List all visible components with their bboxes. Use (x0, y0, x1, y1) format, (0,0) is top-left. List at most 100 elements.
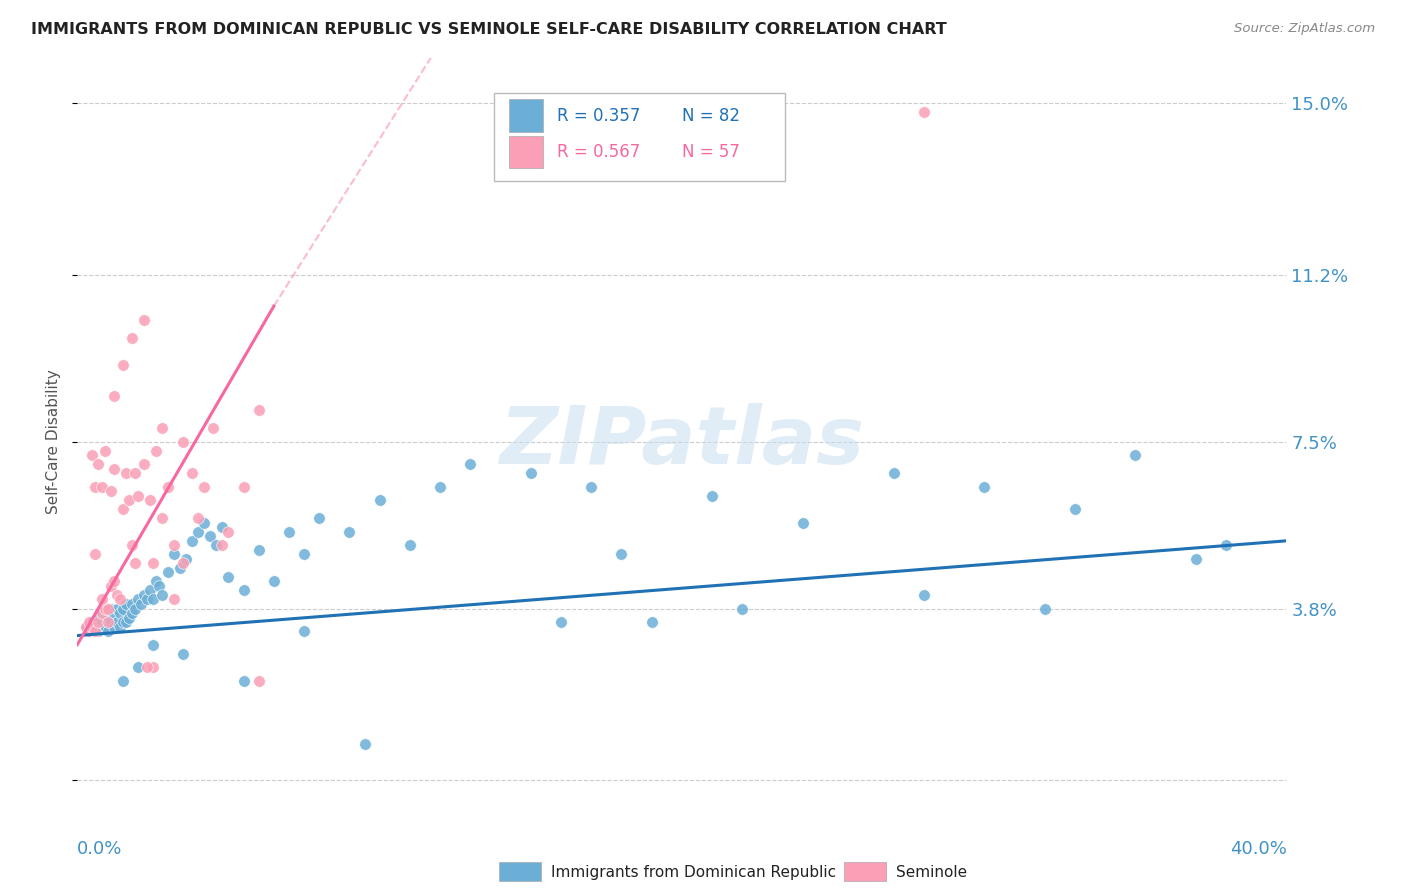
Point (157, 480, 180, 494)
Point (84, 624, 107, 638)
Point (96, 615, 118, 629)
Text: N = 57: N = 57 (682, 144, 740, 161)
Point (172, 557, 194, 571)
Bar (509, 136, 543, 169)
Point (79, 624, 101, 638)
Point (82, 615, 104, 629)
Point (96, 610, 118, 624)
Point (127, 592, 149, 607)
Point (150, 588, 173, 602)
Point (118, 610, 141, 624)
Point (145, 443, 167, 458)
Point (135, 592, 157, 607)
Point (108, 606, 131, 620)
Point (247, 403, 270, 417)
Point (124, 601, 146, 615)
Point (121, 606, 143, 620)
Point (100, 579, 122, 593)
Point (87, 615, 110, 629)
Point (193, 516, 215, 530)
Point (87, 457, 110, 471)
Point (883, 466, 905, 480)
Point (124, 557, 146, 571)
Point (232, 480, 254, 494)
Text: Source: ZipAtlas.com: Source: ZipAtlas.com (1234, 22, 1375, 36)
Point (114, 615, 136, 629)
Point (1184, 552, 1206, 566)
Point (232, 673, 254, 688)
Point (118, 493, 141, 508)
Point (84, 619, 107, 633)
Point (103, 574, 125, 589)
Point (174, 552, 197, 566)
Point (124, 466, 146, 480)
Bar (509, 99, 543, 132)
Point (121, 331, 143, 345)
Point (93, 601, 115, 615)
Point (232, 583, 254, 598)
Point (912, 588, 935, 602)
Point (103, 389, 125, 403)
Point (610, 547, 633, 561)
Point (135, 660, 157, 674)
FancyBboxPatch shape (495, 93, 785, 181)
Point (150, 421, 173, 435)
Point (111, 358, 134, 372)
Point (87, 610, 110, 624)
Point (337, 524, 360, 539)
Point (114, 466, 136, 480)
Point (181, 466, 204, 480)
Point (247, 542, 270, 557)
Point (75, 619, 97, 633)
Point (127, 660, 149, 674)
Point (399, 538, 422, 552)
Point (211, 520, 233, 534)
Point (111, 673, 134, 688)
Text: Seminole: Seminole (896, 865, 967, 880)
Point (181, 533, 204, 548)
Point (163, 547, 186, 561)
Point (142, 557, 165, 571)
Point (163, 592, 186, 607)
Point (100, 615, 122, 629)
Point (93, 619, 115, 633)
Point (75, 619, 97, 633)
Point (1123, 448, 1146, 462)
Point (132, 312, 155, 326)
Point (200, 529, 222, 543)
Point (108, 619, 131, 633)
Point (132, 457, 155, 471)
Point (87, 624, 110, 638)
Point (100, 601, 122, 615)
Point (1064, 502, 1087, 516)
Point (187, 511, 209, 525)
Point (129, 597, 152, 611)
Point (211, 538, 233, 552)
Point (103, 619, 125, 633)
Point (90, 480, 112, 494)
Point (105, 615, 128, 629)
Text: R = 0.357: R = 0.357 (557, 106, 641, 125)
Point (148, 579, 170, 593)
Point (142, 592, 165, 607)
Point (121, 538, 143, 552)
Point (121, 597, 143, 611)
Text: ZIPatlas: ZIPatlas (499, 402, 865, 481)
Point (641, 615, 664, 629)
Point (139, 493, 162, 508)
Point (205, 538, 228, 552)
Text: Immigrants from Dominican Republic: Immigrants from Dominican Republic (551, 865, 837, 880)
Point (84, 480, 107, 494)
Point (105, 601, 128, 615)
Point (218, 524, 240, 539)
Text: R = 0.567: R = 0.567 (557, 144, 641, 161)
Point (429, 480, 451, 494)
Text: 0.0%: 0.0% (77, 840, 122, 858)
Point (127, 489, 149, 503)
Point (308, 511, 330, 525)
Point (278, 524, 301, 539)
Point (108, 592, 131, 607)
Point (368, 493, 391, 508)
Point (93, 443, 115, 458)
Point (145, 574, 167, 589)
